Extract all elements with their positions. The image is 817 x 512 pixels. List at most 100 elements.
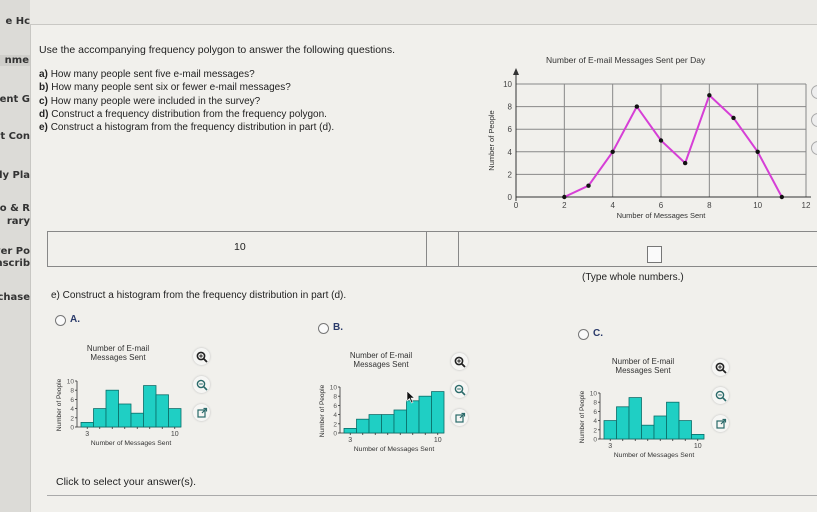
svg-text:8: 8 bbox=[70, 388, 74, 395]
svg-text:6: 6 bbox=[593, 409, 597, 416]
svg-text:0: 0 bbox=[514, 201, 519, 210]
sidebar-item[interactable]: e Hc bbox=[5, 16, 30, 27]
zoom-out-icon[interactable] bbox=[451, 381, 468, 398]
radio-option-b[interactable] bbox=[318, 323, 329, 334]
svg-text:10: 10 bbox=[753, 201, 762, 210]
histogram-option-b: 0 2 4 6 8 10 3 10 Number of Messages Sent Number … bbox=[319, 384, 445, 453]
svg-text:Number of People: Number of People bbox=[487, 110, 496, 170]
open-new-window-icon[interactable] bbox=[451, 409, 468, 426]
svg-text:Number of People: Number of People bbox=[579, 390, 586, 443]
svg-text:4: 4 bbox=[70, 406, 74, 413]
svg-text:4: 4 bbox=[610, 201, 615, 210]
question-c: c) How many people were included in the … bbox=[39, 95, 261, 107]
histogram-title: Number of E-mail Messages Sent bbox=[611, 357, 675, 375]
polygon-title: Number of E-mail Messages Sent per Day bbox=[546, 55, 706, 65]
question-d: d) Construct a frequency distribution fr… bbox=[39, 108, 327, 120]
svg-text:Number of Messages Sent: Number of Messages Sent bbox=[91, 440, 172, 447]
histogram-option-a: 0 2 4 6 8 10 3 10 Number of Messages Sent Number … bbox=[56, 378, 182, 447]
radio-option-a[interactable] bbox=[55, 315, 66, 326]
svg-text:0: 0 bbox=[593, 437, 597, 444]
svg-text:8: 8 bbox=[707, 201, 712, 210]
frequency-answer-input[interactable] bbox=[647, 246, 662, 263]
svg-text:2: 2 bbox=[70, 415, 74, 422]
svg-text:Number of Messages Sent: Number of Messages Sent bbox=[354, 446, 435, 453]
question-b: b) How many people sent six or fewer e-m… bbox=[39, 82, 291, 94]
svg-text:8: 8 bbox=[593, 400, 597, 407]
svg-text:10: 10 bbox=[330, 385, 338, 392]
svg-text:2: 2 bbox=[333, 421, 337, 428]
zoom-in-icon[interactable] bbox=[451, 353, 468, 370]
part-e-prompt: e) Construct a histogram from the freque… bbox=[51, 290, 347, 301]
divider bbox=[47, 495, 817, 496]
svg-text:4: 4 bbox=[333, 412, 337, 419]
sidebar-item[interactable]: t Con bbox=[0, 131, 30, 142]
question-list: a) How many people sent five e-mail mess… bbox=[39, 68, 334, 134]
question-e: e) Construct a histogram from the freque… bbox=[39, 122, 335, 134]
sidebar-item[interactable]: nme bbox=[0, 55, 30, 66]
svg-text:10: 10 bbox=[694, 443, 702, 450]
svg-text:3: 3 bbox=[348, 437, 352, 444]
svg-text:10: 10 bbox=[171, 431, 179, 438]
svg-text:2: 2 bbox=[593, 427, 597, 434]
question-a: a) How many people sent five e-mail mess… bbox=[39, 69, 255, 80]
svg-text:0: 0 bbox=[508, 193, 513, 202]
radio-option-c[interactable] bbox=[578, 329, 589, 340]
svg-text:10: 10 bbox=[503, 80, 512, 89]
svg-text:6: 6 bbox=[70, 397, 74, 404]
frequency-table-row: 10 bbox=[47, 231, 817, 267]
mouse-cursor-icon bbox=[406, 390, 416, 404]
open-new-window-icon[interactable] bbox=[712, 415, 729, 432]
frequency-polygon-chart: 0 2 4 6 8 10 0 2 4 6 8 10 12 Number of Messages Sent N… bbox=[487, 68, 811, 220]
svg-text:10: 10 bbox=[590, 391, 598, 398]
question-panel: Use the accompanying frequency polygon t… bbox=[30, 25, 817, 512]
zoom-out-icon[interactable] bbox=[712, 387, 729, 404]
side-tool-button[interactable] bbox=[811, 141, 817, 155]
svg-text:3: 3 bbox=[608, 443, 612, 450]
svg-text:Number of Messages Sent: Number of Messages Sent bbox=[617, 211, 707, 220]
sidebar-item[interactable]: rary bbox=[6, 216, 30, 227]
svg-text:6: 6 bbox=[659, 201, 664, 210]
zoom-out-icon[interactable] bbox=[193, 376, 210, 393]
sidebar-item[interactable]: nscrib bbox=[0, 258, 30, 269]
svg-text:2: 2 bbox=[562, 201, 567, 210]
svg-text:12: 12 bbox=[802, 201, 811, 210]
svg-text:6: 6 bbox=[333, 403, 337, 410]
svg-text:4: 4 bbox=[508, 148, 513, 157]
input-hint: (Type whole numbers.) bbox=[582, 272, 684, 283]
histogram-option-c: 0 2 4 6 8 10 3 10 Number of Messages Sent Number … bbox=[579, 390, 705, 459]
question-intro: Use the accompanying frequency polygon t… bbox=[39, 44, 396, 56]
option-letter: B. bbox=[333, 322, 343, 333]
zoom-in-icon[interactable] bbox=[712, 359, 729, 376]
svg-text:0: 0 bbox=[333, 431, 337, 438]
course-sidebar: e Hc nme ent G t Con ly Pla eo & R rary ver Pon… bbox=[0, 0, 30, 512]
svg-text:10: 10 bbox=[67, 379, 75, 386]
svg-text:3: 3 bbox=[85, 431, 89, 438]
side-tools bbox=[811, 85, 817, 169]
svg-text:Number of Messages Sent: Number of Messages Sent bbox=[614, 452, 695, 459]
svg-text:8: 8 bbox=[333, 394, 337, 401]
svg-text:6: 6 bbox=[508, 125, 513, 134]
table-cell: 10 bbox=[47, 232, 427, 266]
option-letter: A. bbox=[70, 314, 80, 325]
cell-value: 10 bbox=[234, 241, 246, 253]
side-tool-button[interactable] bbox=[811, 85, 817, 99]
svg-text:0: 0 bbox=[70, 425, 74, 432]
zoom-in-icon[interactable] bbox=[193, 348, 210, 365]
answer-instruction: Click to select your answer(s). bbox=[56, 476, 197, 488]
svg-text:10: 10 bbox=[434, 437, 442, 444]
option-letter: C. bbox=[593, 328, 603, 339]
svg-text:4: 4 bbox=[593, 418, 597, 425]
svg-text:8: 8 bbox=[508, 103, 513, 112]
sidebar-item[interactable]: ent G bbox=[0, 94, 30, 105]
sidebar-item[interactable]: ver Po bbox=[0, 246, 30, 257]
svg-text:Number of People: Number of People bbox=[56, 378, 63, 431]
sidebar-item[interactable]: ly Pla bbox=[0, 170, 30, 181]
side-tool-button[interactable] bbox=[811, 113, 817, 127]
open-new-window-icon[interactable] bbox=[193, 404, 210, 421]
sidebar-item[interactable]: rchase bbox=[0, 292, 30, 303]
histogram-title: Number of E-mail Messages Sent bbox=[86, 344, 150, 362]
svg-text:Number of People: Number of People bbox=[319, 384, 326, 437]
sidebar-item[interactable]: eo & R bbox=[0, 203, 30, 214]
top-bar bbox=[30, 0, 817, 25]
histogram-title: Number of E-mail Messages Sent bbox=[349, 351, 413, 369]
